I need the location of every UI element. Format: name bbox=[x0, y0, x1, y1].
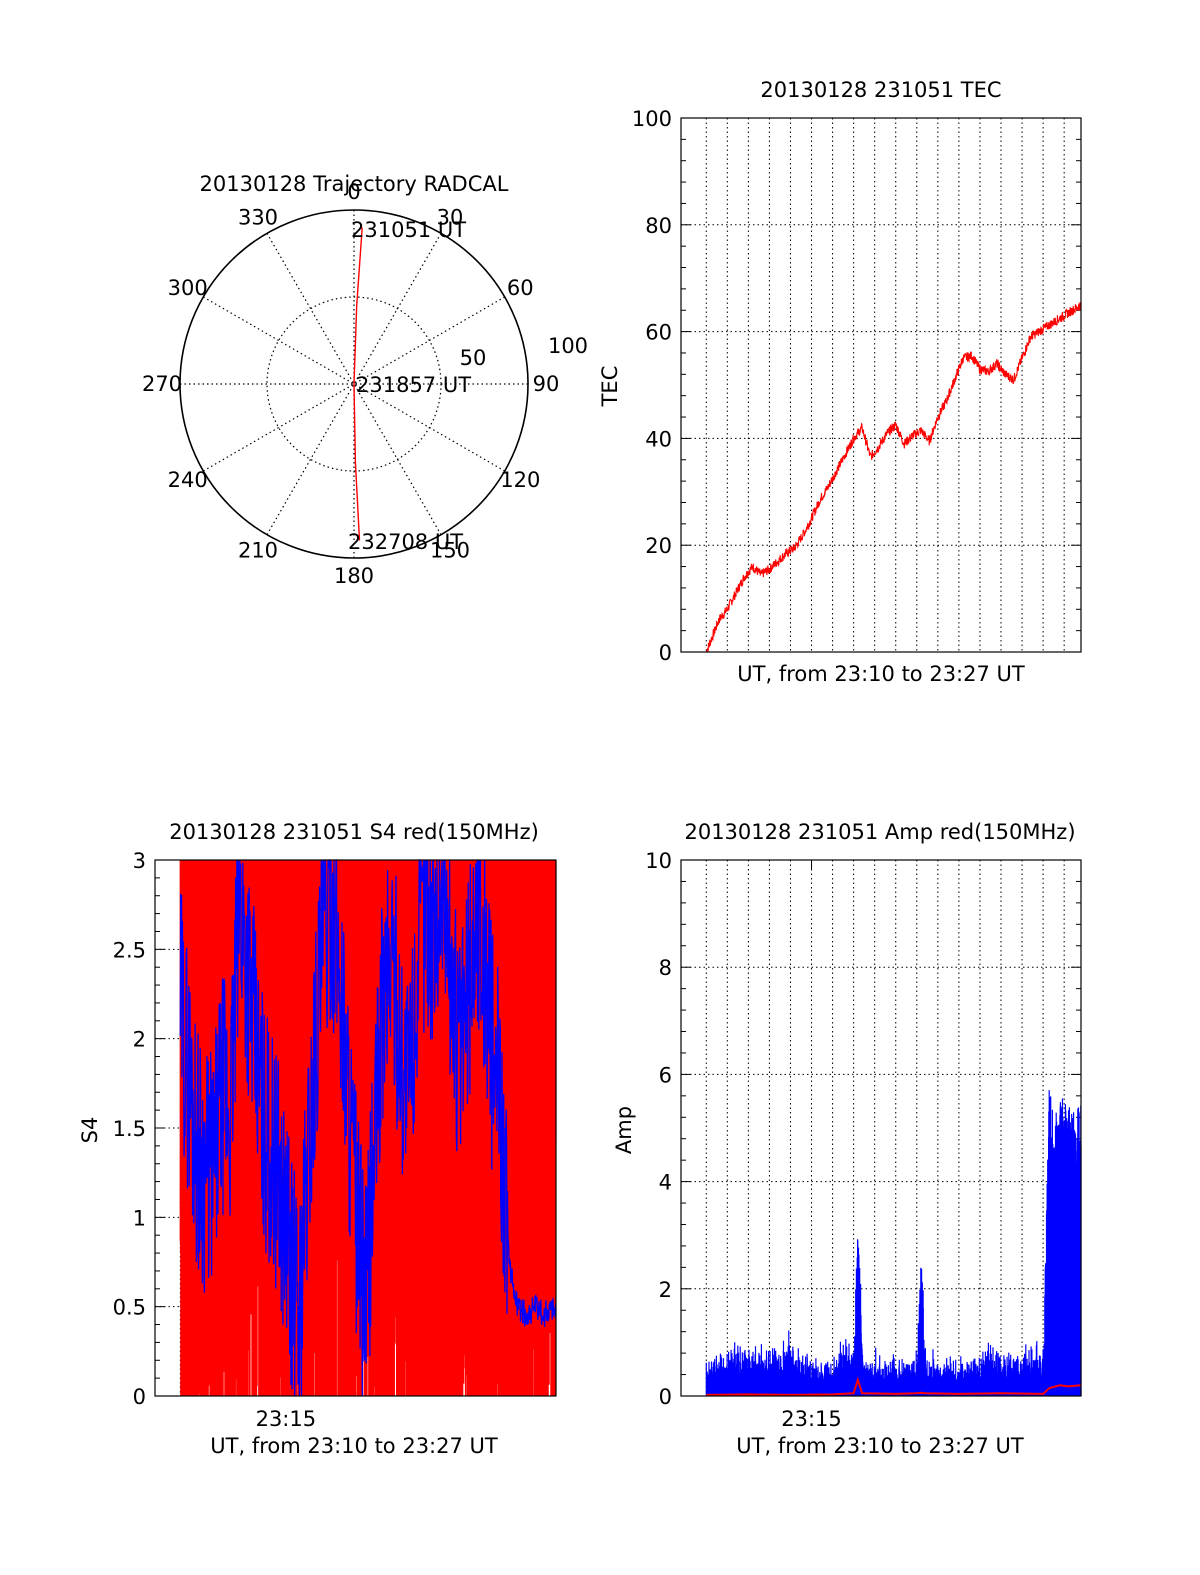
tec-y-tick-label: 40 bbox=[645, 427, 672, 451]
polar-angle-label: 30 bbox=[437, 206, 464, 230]
amp-y-tick-label: 8 bbox=[659, 956, 672, 980]
s4-panel: 20130128 231051 S4 red(150MHz) UT, from … bbox=[78, 820, 557, 1458]
polar-angle-label: 120 bbox=[500, 468, 540, 492]
polar-angle-label: 270 bbox=[142, 372, 182, 396]
tec-y-tick-label: 20 bbox=[645, 534, 672, 558]
trajectory-title: 20130128 Trajectory RADCAL bbox=[200, 172, 509, 196]
polar-angle-label: 150 bbox=[430, 538, 470, 562]
amp-blue-series bbox=[705, 1090, 1082, 1396]
s4-y-tick-label: 0 bbox=[133, 1385, 146, 1409]
tec-series-line bbox=[705, 302, 1082, 653]
s4-y-tick-label: 1 bbox=[133, 1206, 146, 1230]
trajectory-mid-time: 231857 UT bbox=[356, 373, 471, 397]
polar-grid bbox=[179, 209, 529, 559]
amp-grid bbox=[681, 860, 1081, 1396]
trajectory-track bbox=[353, 227, 363, 541]
s4-x-axis-label: UT, from 23:10 to 23:27 UT bbox=[210, 1434, 498, 1458]
s4-x-tick-label: 23:15 bbox=[256, 1407, 317, 1431]
s4-title: 20130128 231051 S4 red(150MHz) bbox=[169, 820, 539, 844]
amp-y-tick-label: 10 bbox=[645, 849, 672, 873]
tec-y-tick-label: 100 bbox=[632, 107, 672, 131]
radial-tick-100: 100 bbox=[548, 334, 588, 358]
polar-angle-label: 300 bbox=[168, 276, 208, 300]
tec-plot-border bbox=[680, 117, 1082, 653]
amp-panel: 20130128 231051 Amp red(150MHz) UT, from… bbox=[612, 820, 1082, 1458]
s4-blue-series bbox=[179, 859, 557, 1397]
s4-y-tick-label: 2 bbox=[133, 1028, 146, 1052]
s4-y-axis-label: S4 bbox=[78, 1117, 102, 1144]
amp-x-axis-label: UT, from 23:10 to 23:27 UT bbox=[736, 1434, 1024, 1458]
polar-angle-label: 240 bbox=[168, 468, 208, 492]
tec-y-tick-label: 0 bbox=[659, 641, 672, 665]
s4-y-tick-label: 0.5 bbox=[113, 1296, 146, 1320]
tec-grid bbox=[681, 118, 1081, 652]
s4-y-tick-label: 1.5 bbox=[113, 1117, 146, 1141]
trajectory-line bbox=[353, 227, 363, 541]
tec-y-tick-label: 60 bbox=[645, 321, 672, 345]
s4-y-tick-label: 3 bbox=[133, 849, 146, 873]
polar-angle-labels: 0 30 60 90 120 150 180 210 240 270 300 330 bbox=[142, 180, 559, 588]
amp-y-tick-label: 2 bbox=[659, 1278, 672, 1302]
amp-plot-border bbox=[680, 859, 1082, 1397]
polar-angle-label: 180 bbox=[334, 564, 374, 588]
trajectory-polar-panel: 20130128 Trajectory RADCAL 0 30 60 90 120 150… bbox=[142, 172, 588, 588]
radial-tick-50: 50 bbox=[460, 346, 487, 370]
amp-title: 20130128 231051 Amp red(150MHz) bbox=[684, 820, 1075, 844]
amp-y-tick-label: 6 bbox=[659, 1063, 672, 1087]
polar-angle-label: 210 bbox=[238, 538, 278, 562]
polar-angle-label: 60 bbox=[507, 276, 534, 300]
amp-y-tick-label: 0 bbox=[659, 1385, 672, 1409]
tec-panel: 20130128 231051 TEC UT, from 23:10 to 23… bbox=[598, 78, 1082, 686]
tec-title: 20130128 231051 TEC bbox=[760, 78, 1001, 102]
s4-y-tick-label: 2.5 bbox=[113, 938, 146, 962]
polar-angle-label: 330 bbox=[238, 206, 278, 230]
trajectory-end-time: 232708 UT bbox=[348, 530, 463, 554]
trajectory-start-time: 231051 UT bbox=[351, 218, 466, 242]
tec-x-axis-label: UT, from 23:10 to 23:27 UT bbox=[737, 662, 1025, 686]
amp-y-tick-label: 4 bbox=[659, 1171, 672, 1195]
polar-angle-label: 90 bbox=[533, 372, 560, 396]
amp-red-series bbox=[706, 1376, 1082, 1396]
amp-y-axis-label: Amp bbox=[612, 1106, 636, 1154]
polar-angle-label: 0 bbox=[347, 180, 360, 204]
tec-y-tick-label: 80 bbox=[645, 214, 672, 238]
tec-y-axis-label: TEC bbox=[598, 366, 622, 408]
s4-plot-border bbox=[154, 859, 557, 1397]
amp-x-tick-label: 23:15 bbox=[781, 1407, 842, 1431]
